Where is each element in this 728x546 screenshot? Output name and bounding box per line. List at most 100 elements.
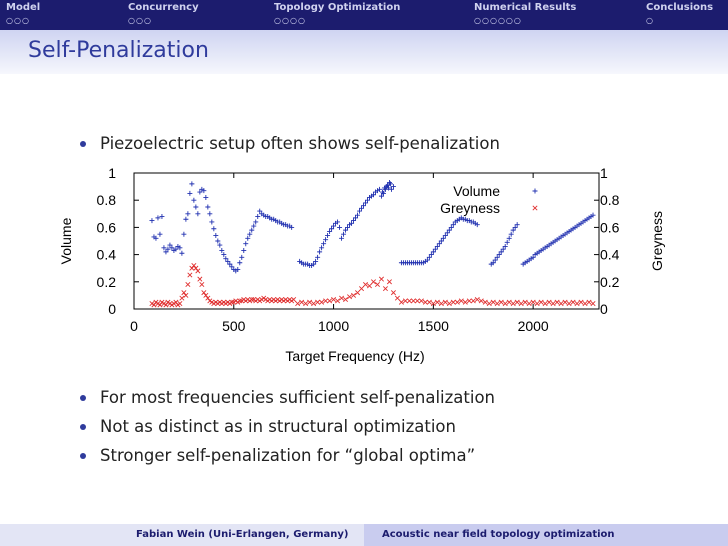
plus-stroke xyxy=(243,241,249,247)
cross-stroke xyxy=(237,298,243,304)
greyness-point xyxy=(402,298,408,304)
nav-dots-numerical-results[interactable]: ○○○○○○ xyxy=(474,16,522,25)
greyness-point xyxy=(339,295,345,301)
plus-stroke xyxy=(498,249,504,255)
volume-point xyxy=(217,242,223,248)
x-tick-label: 500 xyxy=(222,318,246,334)
cross-stroke xyxy=(406,298,412,304)
nav-dots-conclusions[interactable]: ○ xyxy=(646,16,654,25)
cross-stroke xyxy=(550,301,556,307)
nav-dots-topology-optimization[interactable]: ○○○○ xyxy=(274,16,306,25)
volume-point xyxy=(512,224,518,230)
plus-stroke xyxy=(442,233,448,239)
plus-stroke xyxy=(197,189,203,195)
plus-stroke xyxy=(251,223,257,229)
plus-stroke xyxy=(157,231,163,237)
plus-stroke xyxy=(385,185,391,191)
greyness-point xyxy=(203,292,209,298)
volume-point xyxy=(157,231,163,237)
cross-stroke xyxy=(157,302,163,308)
plus-stroke xyxy=(361,203,367,209)
volume-point xyxy=(313,258,319,264)
plus-stroke xyxy=(530,254,536,260)
plus-stroke xyxy=(504,239,510,245)
greyness-point xyxy=(347,294,353,300)
y-tick-label: 0.2 xyxy=(97,274,117,290)
plus-stroke xyxy=(380,190,386,196)
cross-stroke xyxy=(193,265,199,271)
volume-point xyxy=(384,182,390,188)
plus-stroke xyxy=(167,242,173,248)
greyness-point xyxy=(249,296,255,302)
nav-section-model[interactable]: Model xyxy=(6,2,41,13)
greyness-point xyxy=(199,282,205,288)
plus-stroke xyxy=(434,243,440,249)
plus-stroke xyxy=(382,186,388,192)
y-tick-label: 0 xyxy=(108,301,116,317)
greyness-point xyxy=(177,301,183,307)
nav-section-conclusions[interactable]: Conclusions xyxy=(646,2,714,13)
cross-stroke xyxy=(327,298,333,304)
volume-point xyxy=(209,219,215,225)
cross-stroke xyxy=(151,302,157,308)
volume-point xyxy=(496,252,502,258)
footer-title-panel: Acoustic near field topology optimizatio… xyxy=(364,524,728,546)
plus-stroke xyxy=(492,257,498,263)
volume-point xyxy=(530,254,536,260)
tick-labels: 0 500 1000 1500 2000 0 0.2 0.4 0.6 0.8 1 0 0.2 0.4 0.6… xyxy=(97,165,620,334)
volume-point xyxy=(245,235,251,241)
x-tick-label: 1500 xyxy=(418,318,449,334)
cross-stroke xyxy=(189,265,195,271)
plus-stroke xyxy=(448,224,454,230)
volume-point xyxy=(219,248,225,254)
nav-dots-model[interactable]: ○○○ xyxy=(6,16,30,25)
nav-section-numerical-results[interactable]: Numerical Results xyxy=(474,2,577,13)
bullet-dot-icon xyxy=(80,141,86,147)
cross-stroke xyxy=(470,298,476,304)
plus-stroke xyxy=(311,261,317,267)
volume-point xyxy=(378,193,384,199)
cross-stroke xyxy=(578,299,584,305)
volume-point xyxy=(155,215,161,221)
plus-stroke xyxy=(353,215,359,221)
plus-stroke xyxy=(207,211,213,217)
volume-point xyxy=(289,224,295,230)
plus-stroke xyxy=(329,226,335,232)
cross-stroke xyxy=(534,301,540,307)
bullet-item: For most frequencies sufficient self-pen… xyxy=(70,383,495,412)
volume-point xyxy=(315,254,321,260)
nav-dots-concurrency[interactable]: ○○○ xyxy=(128,16,152,25)
plus-stroke xyxy=(195,211,201,217)
plus-stroke xyxy=(444,230,450,236)
plus-stroke xyxy=(323,237,329,243)
cross-stroke xyxy=(398,299,404,305)
plus-stroke xyxy=(590,212,596,218)
volume-point xyxy=(492,257,498,263)
plus-stroke xyxy=(363,200,369,206)
cross-stroke xyxy=(187,272,193,278)
greyness-point xyxy=(191,262,197,268)
navigation-bar: Model ○○○ Concurrency ○○○ Topology Optim… xyxy=(0,0,728,30)
greyness-point xyxy=(319,299,325,305)
cross-stroke xyxy=(382,286,388,292)
greyness-point xyxy=(398,299,404,305)
plus-stroke xyxy=(355,212,361,218)
volume-point xyxy=(500,246,506,252)
bullet-dot-icon xyxy=(80,424,86,430)
cross-stroke xyxy=(291,296,297,302)
plus-stroke xyxy=(163,249,169,255)
footer-talk-title: Acoustic near field topology optimizatio… xyxy=(382,529,615,540)
volume-point xyxy=(339,235,345,241)
cross-stroke xyxy=(526,301,532,307)
cross-stroke xyxy=(506,299,512,305)
greyness-point xyxy=(410,298,416,304)
plus-stroke xyxy=(189,181,195,187)
nav-section-concurrency[interactable]: Concurrency xyxy=(128,2,199,13)
plus-stroke xyxy=(359,205,365,211)
volume-point xyxy=(361,203,367,209)
plus-stroke xyxy=(370,192,376,198)
greyness-point xyxy=(462,299,468,305)
nav-section-topology-optimization[interactable]: Topology Optimization xyxy=(274,2,401,13)
y2-tick-label: 0 xyxy=(600,301,608,317)
volume-point xyxy=(255,214,261,220)
